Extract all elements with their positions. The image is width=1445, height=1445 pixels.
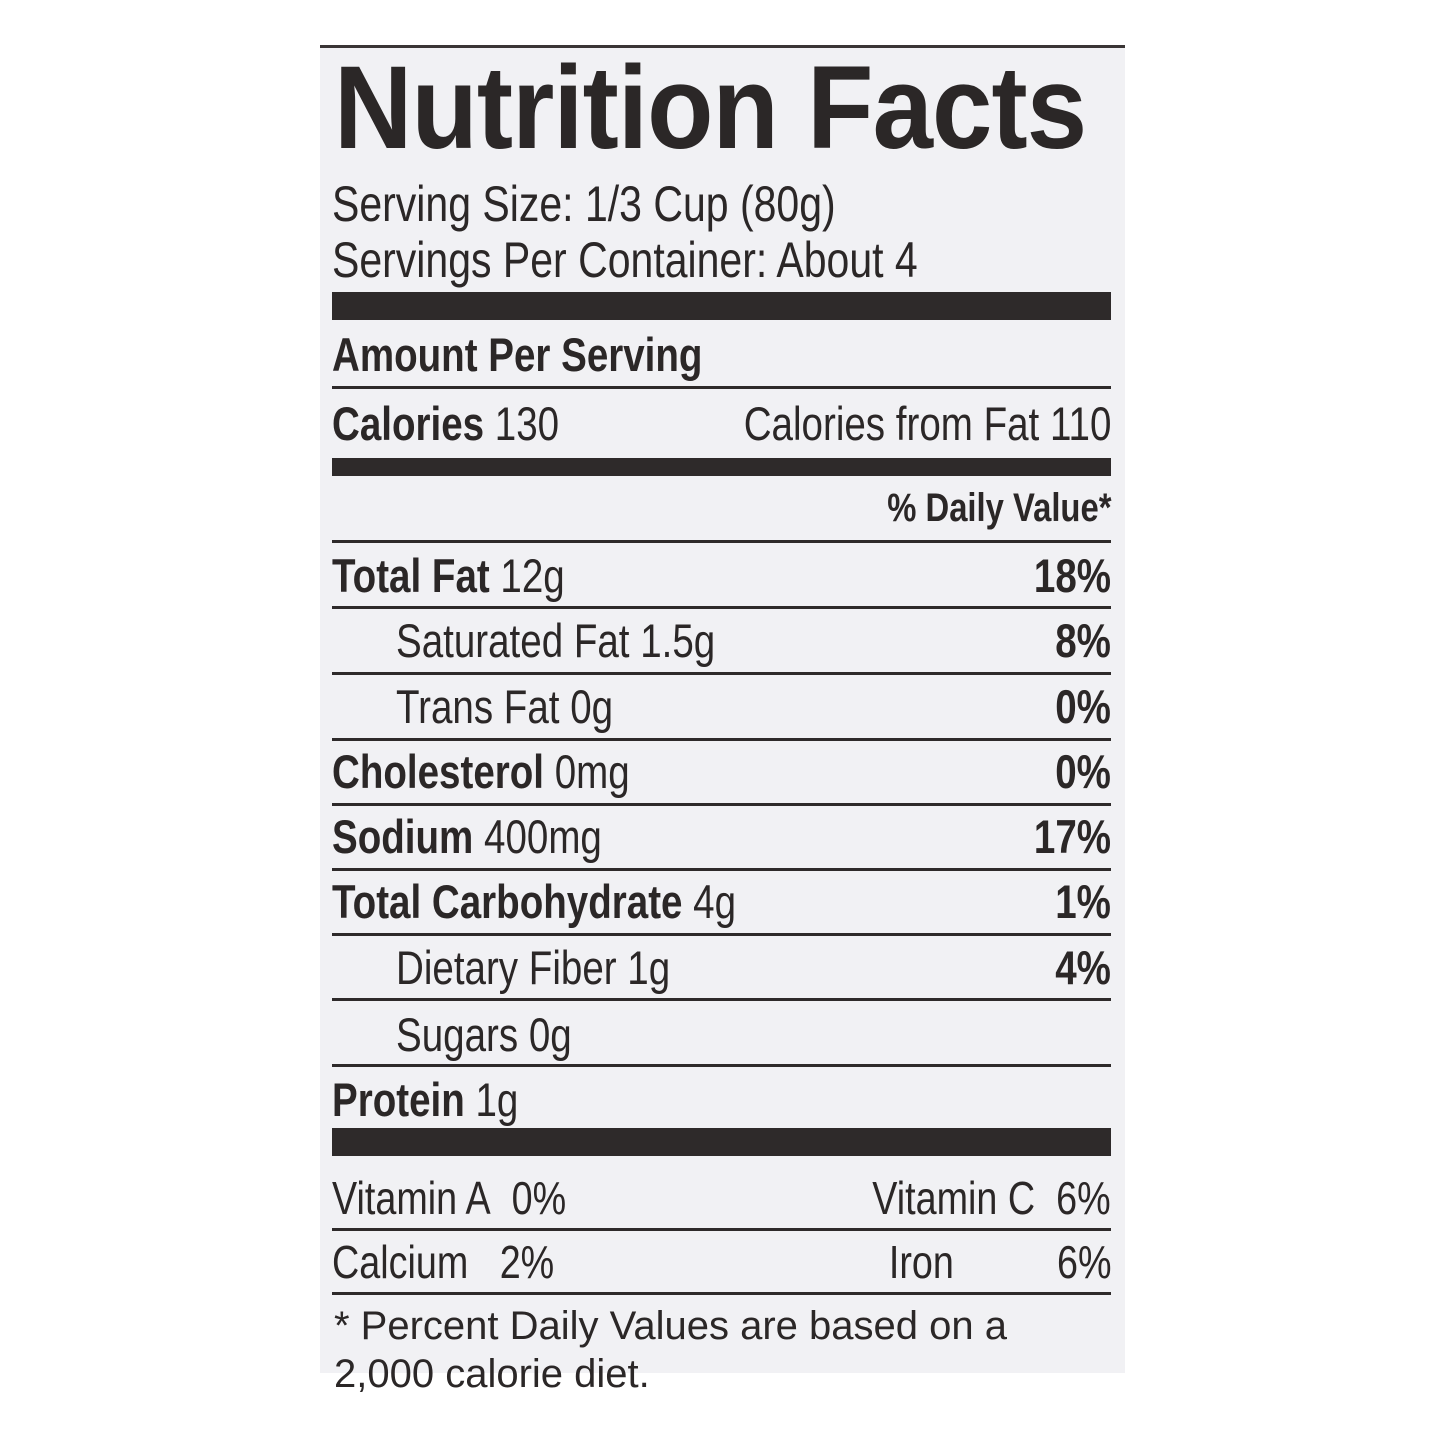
divider xyxy=(332,672,1111,675)
vitamin-dv: 0% xyxy=(511,1172,567,1224)
daily-value-header: % Daily Value* xyxy=(886,485,1111,530)
nutrient-amount: 0g xyxy=(570,679,614,733)
nutrient-row-dietary-fiber: Dietary Fiber 1g 4% xyxy=(332,936,1111,998)
nutrient-amount: 400mg xyxy=(484,809,602,863)
divider xyxy=(332,386,1111,389)
nutrient-row-cholesterol: Cholesterol 0mg 0% xyxy=(332,740,1111,802)
vitamin-row: Vitamin A 0% Vitamin C 6% xyxy=(332,1170,1111,1226)
servings-per-container: Servings Per Container: About 4 xyxy=(332,232,918,288)
nutrient-amount: 12g xyxy=(500,548,565,602)
vitamin-dv: 2% xyxy=(499,1236,555,1288)
thick-divider xyxy=(332,1128,1111,1156)
nutrient-name: Trans Fat xyxy=(396,679,560,733)
footnote-line: * Percent Daily Values are based on a xyxy=(334,1304,1007,1348)
nutrient-amount: 1g xyxy=(627,940,671,994)
nutrient-name: Sugars xyxy=(396,1007,519,1061)
divider xyxy=(332,803,1111,806)
divider xyxy=(332,1292,1111,1295)
footnote-line: 2,000 calorie diet. xyxy=(334,1352,650,1396)
nutrient-row-sugars: Sugars 0g xyxy=(332,1003,1111,1065)
divider xyxy=(332,540,1111,543)
nutrient-name: Total Fat xyxy=(332,548,490,602)
nutrient-name: Cholesterol xyxy=(332,744,545,798)
calories-row: Calories 130 Calories from Fat 110 xyxy=(332,392,1111,454)
serving-size: Serving Size: 1/3 Cup (80g) xyxy=(332,176,836,232)
nutrient-amount: 1g xyxy=(475,1072,519,1126)
vitamin-row: Calcium 2% Iron 6% xyxy=(332,1234,1111,1290)
vitamin-name: Iron xyxy=(888,1236,954,1288)
nutrient-amount: 4g xyxy=(693,874,737,928)
nutrient-dv: 0% xyxy=(1055,679,1111,733)
divider xyxy=(332,933,1111,936)
nutrient-row-total-carbohydrate: Total Carbohydrate 4g 1% xyxy=(332,870,1111,932)
vitamin-name: Vitamin C xyxy=(872,1172,1036,1224)
nutrient-dv: 4% xyxy=(1055,940,1111,994)
medium-divider xyxy=(332,458,1111,476)
vitamin-name: Calcium xyxy=(332,1236,469,1288)
divider xyxy=(332,868,1111,871)
divider xyxy=(332,1228,1111,1231)
thick-divider xyxy=(332,292,1111,320)
calories-from-fat-label: Calories from Fat xyxy=(743,396,1039,450)
footnote: * Percent Daily Values are based on a 2,… xyxy=(334,1302,1007,1398)
nutrient-dv: 0% xyxy=(1055,744,1111,798)
divider xyxy=(332,998,1111,1001)
nutrient-dv: 18% xyxy=(1033,548,1111,602)
nutrient-row-protein: Protein 1g xyxy=(332,1068,1111,1130)
vitamin-dv: 6% xyxy=(1056,1236,1111,1288)
nutrient-row-saturated-fat: Saturated Fat 1.5g 8% xyxy=(332,609,1111,671)
vitamin-name: Vitamin A xyxy=(332,1172,491,1224)
divider xyxy=(332,1064,1111,1067)
calories-value: 130 xyxy=(494,396,560,450)
nutrient-name: Total Carbohydrate xyxy=(332,874,683,928)
label-title: Nutrition Facts xyxy=(334,42,1087,174)
nutrient-dv: 8% xyxy=(1055,613,1111,667)
nutrition-facts-label: Nutrition Facts Serving Size: 1/3 Cup (8… xyxy=(320,42,1125,1396)
nutrient-name: Dietary Fiber xyxy=(396,940,617,994)
calories-from-fat-value: 110 xyxy=(1049,396,1111,450)
nutrient-row-total-fat: Total Fat 12g 18% xyxy=(332,544,1111,606)
calories-label: Calories xyxy=(332,396,485,450)
nutrient-name: Sodium xyxy=(332,809,474,863)
nutrient-amount: 0g xyxy=(528,1007,572,1061)
nutrient-row-trans-fat: Trans Fat 0g 0% xyxy=(332,675,1111,737)
divider xyxy=(332,738,1111,741)
nutrient-row-sodium: Sodium 400mg 17% xyxy=(332,805,1111,867)
nutrient-dv: 1% xyxy=(1055,874,1111,928)
nutrient-amount: 0mg xyxy=(554,744,630,798)
nutrient-name: Protein xyxy=(332,1072,465,1126)
nutrient-dv: 17% xyxy=(1033,809,1111,863)
divider xyxy=(332,606,1111,609)
nutrient-amount: 1.5g xyxy=(640,613,716,667)
vitamin-dv: 6% xyxy=(1056,1172,1111,1224)
nutrient-name: Saturated Fat xyxy=(396,613,630,667)
amount-per-serving: Amount Per Serving xyxy=(332,327,703,381)
